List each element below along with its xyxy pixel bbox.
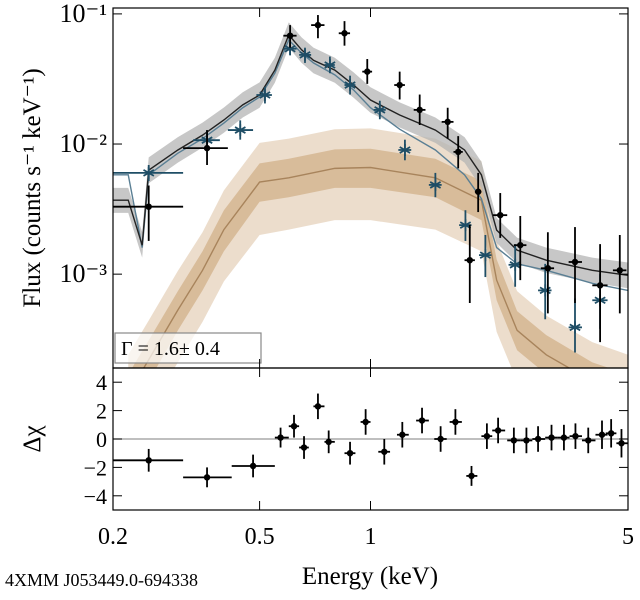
- y-tick-label: −2: [84, 455, 107, 480]
- caption: 4XMM J053449.0-694338: [5, 570, 198, 590]
- model-band: [113, 22, 628, 289]
- data-point: [544, 265, 552, 272]
- residual-point: [585, 437, 592, 444]
- data-point: [286, 32, 294, 39]
- data-point: [396, 81, 403, 89]
- data-point: [454, 148, 462, 156]
- data-point: [341, 30, 348, 37]
- residual-point: [362, 418, 369, 426]
- residual-point: [346, 450, 354, 457]
- y-tick-label: 10⁻¹: [59, 0, 107, 28]
- model-line: [142, 166, 571, 368]
- residual-point: [381, 448, 388, 455]
- residual-point: [314, 403, 322, 410]
- residual-point: [618, 440, 625, 447]
- residual-point: [560, 434, 568, 441]
- residual-axis-label: Δχ: [19, 425, 46, 452]
- residual-point: [325, 438, 332, 446]
- data-point: [314, 21, 322, 29]
- y-tick-label: 10⁻³: [59, 259, 107, 288]
- y-tick-label: −4: [84, 484, 107, 509]
- annotation-box: [114, 332, 262, 364]
- data-point: [444, 118, 451, 126]
- spectrum-plot: [113, 15, 628, 368]
- data-point: [596, 282, 604, 289]
- data-point: [616, 267, 623, 274]
- model-line: [113, 33, 628, 276]
- residual-plot: [113, 393, 628, 488]
- y-axis-label: Flux (counts s⁻¹ keV⁻¹): [19, 68, 46, 307]
- residual-point: [300, 444, 308, 451]
- y-tick-label: 0: [96, 427, 107, 452]
- residual-point: [598, 431, 606, 438]
- x-tick-label: 0.5: [245, 524, 275, 550]
- data-point: [466, 256, 473, 264]
- data-point: [364, 68, 371, 75]
- residual-point: [437, 435, 444, 443]
- data-point: [509, 258, 521, 271]
- data-point: [474, 188, 482, 195]
- residual-point: [249, 462, 257, 470]
- data-point: [374, 103, 386, 116]
- data-point: [143, 166, 155, 179]
- axes: Γ = 1.6± 0.4 10⁻¹ 10⁻² 10⁻³ −4 −2 0 2 4 0.2 0.5 1 5: [59, 0, 634, 550]
- residual-point: [203, 474, 211, 481]
- x-tick-label: 0.2: [98, 524, 128, 550]
- residual-point: [483, 432, 491, 440]
- y-tick-label: 2: [96, 399, 107, 424]
- model-line: [113, 38, 628, 292]
- x-tick-label: 5: [622, 524, 634, 550]
- residual-point: [452, 418, 459, 426]
- residual-point: [145, 457, 152, 464]
- residual-point: [523, 437, 530, 444]
- data-point: [571, 258, 579, 266]
- data-point: [299, 48, 311, 61]
- y-tick-label: 10⁻²: [59, 129, 107, 158]
- data-point: [234, 124, 246, 137]
- data-point: [344, 79, 356, 92]
- residual-point: [277, 434, 284, 441]
- model-band: [132, 148, 610, 368]
- data-point: [399, 143, 411, 156]
- y-tick-label: 4: [96, 370, 107, 395]
- residual-point: [572, 432, 579, 440]
- residual-point: [468, 472, 475, 480]
- data-point: [429, 178, 442, 191]
- residual-point: [510, 437, 518, 444]
- data-point: [497, 211, 504, 219]
- data-point: [145, 203, 152, 210]
- data-point: [259, 89, 271, 102]
- residual-point: [548, 434, 555, 441]
- residual-point: [418, 417, 426, 424]
- data-point: [203, 144, 211, 152]
- residual-point: [399, 431, 406, 438]
- x-tick-label: 1: [365, 524, 377, 550]
- data-point: [569, 321, 581, 334]
- residual-point: [607, 430, 615, 437]
- residual-point: [534, 435, 542, 443]
- data-point: [324, 58, 336, 71]
- data-point: [416, 106, 423, 114]
- annotation: Γ = 1.6± 0.4: [121, 338, 220, 360]
- data-point: [479, 249, 491, 262]
- data-point: [517, 241, 524, 249]
- residual-point: [494, 427, 502, 434]
- residual-point: [290, 423, 298, 430]
- x-axis-label: Energy (keV): [302, 563, 438, 590]
